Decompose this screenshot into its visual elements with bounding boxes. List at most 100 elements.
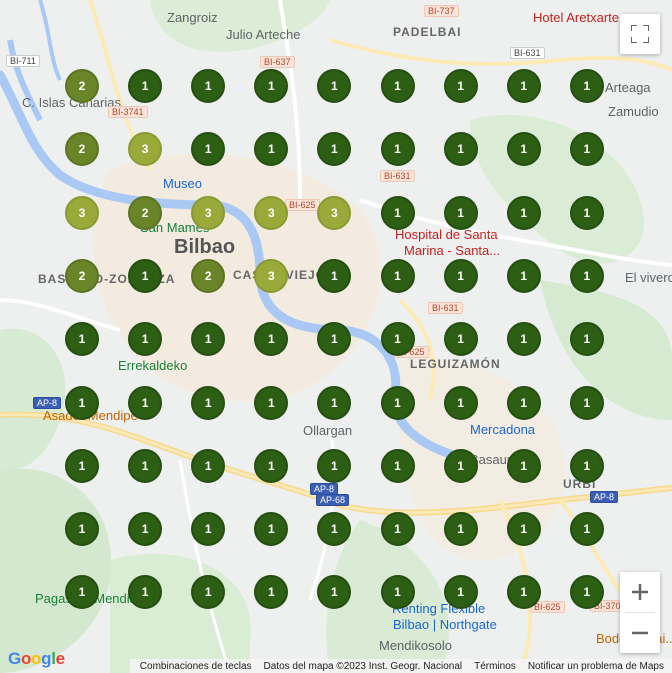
road-number-badge: BI-631: [510, 47, 545, 59]
marker-cluster[interactable]: 1: [569, 385, 604, 420]
marker-cluster[interactable]: 3: [254, 258, 289, 293]
marker-cluster[interactable]: 1: [317, 512, 352, 547]
marker-cluster[interactable]: 3: [317, 195, 352, 230]
marker-cluster[interactable]: 1: [128, 575, 163, 610]
marker-cluster[interactable]: 1: [191, 512, 226, 547]
marker-cluster[interactable]: 1: [380, 132, 415, 167]
marker-cluster[interactable]: 1: [506, 69, 541, 103]
marker-cluster[interactable]: 1: [254, 132, 289, 167]
keyboard-shortcuts-link[interactable]: Combinaciones de teclas: [139, 660, 252, 672]
marker-cluster[interactable]: 1: [569, 132, 604, 167]
marker-cluster[interactable]: 2: [65, 132, 99, 167]
marker-cluster[interactable]: 1: [569, 258, 604, 293]
marker-cluster[interactable]: 3: [65, 195, 99, 230]
marker-cluster[interactable]: 1: [380, 195, 415, 230]
marker-cluster[interactable]: 1: [443, 385, 478, 420]
marker-cluster[interactable]: 1: [191, 385, 226, 420]
marker-cluster[interactable]: 1: [65, 322, 99, 357]
marker-cluster[interactable]: 1: [128, 69, 163, 103]
marker-cluster[interactable]: 1: [569, 195, 604, 230]
road-number-badge: BI-637: [260, 56, 295, 68]
map-place-label: Ollargan: [303, 423, 353, 438]
marker-cluster[interactable]: 1: [506, 385, 541, 420]
marker-cluster[interactable]: 1: [443, 322, 478, 357]
marker-cluster[interactable]: 1: [254, 322, 289, 357]
marker-cluster[interactable]: 1: [317, 69, 352, 103]
marker-cluster[interactable]: 1: [380, 258, 415, 293]
marker-cluster[interactable]: 1: [191, 575, 226, 610]
marker-cluster[interactable]: 1: [443, 195, 478, 230]
marker-cluster[interactable]: 1: [380, 385, 415, 420]
map-place-label: Zangroiz: [167, 10, 218, 25]
marker-cluster[interactable]: 1: [569, 512, 604, 547]
marker-cluster[interactable]: 1: [317, 258, 352, 293]
marker-cluster[interactable]: 1: [506, 322, 541, 357]
marker-cluster[interactable]: 2: [128, 195, 163, 230]
marker-cluster[interactable]: 1: [128, 258, 163, 293]
marker-cluster[interactable]: 1: [254, 512, 289, 547]
marker-cluster[interactable]: 1: [254, 69, 289, 103]
marker-cluster[interactable]: 1: [65, 575, 99, 610]
marker-cluster[interactable]: 1: [380, 575, 415, 610]
marker-cluster[interactable]: 1: [569, 575, 604, 610]
marker-cluster[interactable]: 1: [317, 575, 352, 610]
marker-cluster[interactable]: 1: [317, 322, 352, 357]
marker-cluster[interactable]: 1: [191, 69, 226, 103]
zoom-in-button[interactable]: [620, 572, 660, 612]
marker-cluster[interactable]: 1: [506, 132, 541, 167]
marker-cluster[interactable]: 1: [191, 132, 226, 167]
marker-cluster[interactable]: 1: [506, 258, 541, 293]
marker-cluster[interactable]: 1: [506, 512, 541, 547]
marker-cluster[interactable]: 1: [254, 575, 289, 610]
google-logo[interactable]: Google: [8, 649, 65, 668]
marker-cluster[interactable]: 1: [65, 448, 99, 483]
marker-cluster[interactable]: 1: [128, 322, 163, 357]
marker-cluster[interactable]: 1: [380, 69, 415, 103]
marker-cluster[interactable]: 1: [443, 575, 478, 610]
marker-cluster[interactable]: 1: [191, 448, 226, 483]
marker-cluster[interactable]: 1: [443, 258, 478, 293]
marker-cluster[interactable]: 1: [65, 385, 99, 420]
marker-cluster[interactable]: 1: [380, 448, 415, 483]
marker-cluster[interactable]: 1: [569, 448, 604, 483]
terms-link[interactable]: Términos: [474, 660, 516, 672]
marker-cluster[interactable]: 1: [317, 385, 352, 420]
road: [178, 459, 232, 673]
marker-cluster[interactable]: 1: [506, 575, 541, 610]
marker-cluster[interactable]: 3: [191, 195, 226, 230]
marker-cluster[interactable]: 3: [254, 195, 289, 230]
map-place-label: C. Islas Canarias: [22, 95, 121, 110]
marker-cluster[interactable]: 1: [443, 69, 478, 103]
marker-cluster[interactable]: 2: [191, 258, 226, 293]
park-area: [150, 0, 330, 52]
marker-cluster[interactable]: 1: [506, 195, 541, 230]
marker-cluster[interactable]: 2: [65, 258, 99, 293]
marker-cluster[interactable]: 1: [380, 512, 415, 547]
road: [398, 298, 436, 401]
marker-cluster[interactable]: 1: [254, 448, 289, 483]
marker-cluster[interactable]: 1: [380, 322, 415, 357]
map-place-label: Hotel Aretxarte: [533, 10, 619, 25]
marker-cluster[interactable]: 1: [506, 448, 541, 483]
zoom-out-button[interactable]: [620, 613, 660, 653]
map-place-label: Mendikosolo: [379, 638, 452, 653]
marker-cluster[interactable]: 1: [317, 132, 352, 167]
marker-cluster[interactable]: 1: [569, 322, 604, 357]
marker-cluster[interactable]: 1: [443, 132, 478, 167]
road-number-badge: AP-68: [316, 494, 350, 506]
marker-cluster[interactable]: 1: [128, 448, 163, 483]
marker-cluster[interactable]: 1: [191, 322, 226, 357]
marker-cluster[interactable]: 1: [128, 512, 163, 547]
marker-cluster[interactable]: 3: [128, 132, 163, 167]
marker-cluster[interactable]: 2: [65, 69, 99, 103]
marker-cluster[interactable]: 1: [128, 385, 163, 420]
marker-cluster[interactable]: 1: [569, 69, 604, 103]
marker-cluster[interactable]: 1: [254, 385, 289, 420]
fullscreen-button[interactable]: [620, 14, 660, 54]
marker-cluster[interactable]: 1: [65, 512, 99, 547]
marker-cluster[interactable]: 1: [443, 448, 478, 483]
marker-cluster[interactable]: 1: [443, 512, 478, 547]
report-problem-link[interactable]: Notificar un problema de Maps: [527, 660, 664, 672]
marker-cluster[interactable]: 1: [317, 448, 352, 483]
